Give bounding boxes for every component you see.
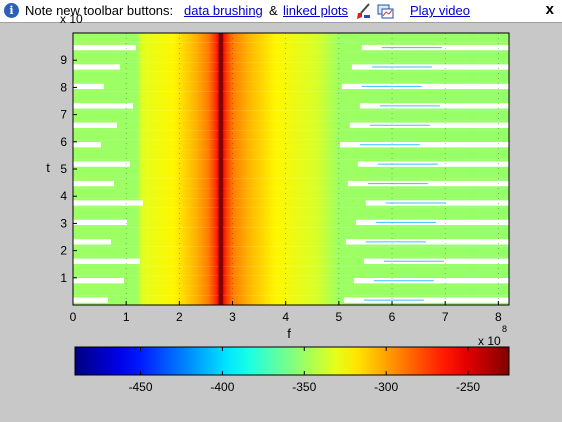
colorbar: -450 -400 -350 -300 -250: [74, 346, 510, 394]
info-bar: i Note new toolbar buttons: data brushin…: [0, 0, 562, 23]
heatmap-band: [73, 169, 509, 179]
band-gap-left: [73, 239, 111, 245]
heatmap-band: [73, 285, 509, 296]
band-gap-right: [345, 239, 509, 245]
ampersand: &: [269, 3, 278, 18]
band-gap-left: [73, 180, 114, 187]
band-gap-left: [73, 161, 130, 167]
x-multiplier-exponent: 8: [502, 324, 507, 334]
play-video-link[interactable]: Play video: [410, 3, 470, 18]
colorbar-gradient: [74, 346, 510, 376]
heatmap-band: [73, 275, 509, 286]
heatmap-band: [73, 178, 509, 189]
band-gap-left: [73, 103, 133, 109]
heatmap-band: [73, 62, 509, 72]
close-icon[interactable]: x: [545, 1, 554, 18]
linked-plots-icon[interactable]: [376, 2, 394, 20]
heatmap-band: [73, 237, 509, 247]
heatmap-band: [73, 188, 509, 199]
ridge-line: [218, 33, 223, 305]
band-gap-left: [73, 64, 120, 70]
info-icon: i: [4, 3, 19, 18]
heatmap-band: [73, 256, 509, 267]
brush-icon[interactable]: [354, 2, 372, 20]
x-tick-label: 2: [176, 310, 183, 324]
x-tick-label: 0: [70, 310, 77, 324]
y-tick-label: 9: [60, 53, 67, 67]
colorbar-tick-label: -350: [292, 380, 316, 394]
colorbar-tick-label: -450: [128, 380, 152, 394]
y-axis-ticks: 1 2 3 4 5 6 7 8 9: [60, 53, 77, 285]
band-gap-left: [73, 44, 136, 51]
heatmap-band: [73, 52, 509, 63]
heatmap-band: [73, 149, 509, 160]
band-gap-left: [73, 83, 104, 90]
linked-plots-link[interactable]: linked plots: [283, 3, 349, 18]
x-multiplier-label: x 10: [478, 334, 501, 348]
y-tick-label: 4: [60, 189, 67, 203]
heatmap-band: [73, 91, 509, 101]
colorbar-tick-label: -300: [374, 380, 398, 394]
band-gap-left: [73, 278, 124, 284]
x-tick-label: 8: [495, 310, 502, 324]
band-gap-left: [73, 258, 140, 264]
plot-area: [72, 32, 510, 306]
heatmap-band: [73, 246, 509, 257]
heatmap-band: [73, 120, 509, 131]
y-multiplier-label: x 10: [60, 12, 83, 26]
y-tick-label: 2: [60, 244, 67, 258]
x-tick-label: 1: [123, 310, 130, 324]
heatmap-band: [73, 217, 509, 228]
y-tick-label: 1: [60, 271, 67, 285]
heatmap-band: [73, 110, 509, 121]
band-gap-left: [73, 142, 101, 148]
heatmap-band: [73, 33, 509, 43]
x-axis-ticks: 0 1 2 3 4 5 6 7 8: [70, 301, 502, 324]
colorbar-ticks: -450 -400 -350 -300 -250: [128, 347, 480, 394]
y-tick-label: 7: [60, 108, 67, 122]
heatmap-band: [73, 266, 509, 276]
band-gap-left: [73, 297, 108, 303]
heatmap-band: [73, 101, 509, 111]
x-tick-label: 3: [229, 310, 236, 324]
y-tick-label: 8: [60, 80, 67, 94]
y-tick-label: 3: [60, 216, 67, 230]
x-tick-label: 4: [282, 310, 289, 324]
band-gap-right: [347, 180, 509, 187]
heatmap-band: [73, 42, 509, 53]
y-axis-label: t: [46, 160, 50, 175]
x-tick-label: 5: [336, 310, 343, 324]
heatmap-band: [73, 130, 509, 140]
band-gap-left: [73, 219, 127, 226]
colorbar-tick-label: -250: [456, 380, 480, 394]
colorbar-tick-label: -400: [210, 380, 234, 394]
y-tick-label: 5: [60, 162, 67, 176]
x-tick-label: 6: [389, 310, 396, 324]
heatmap-band: [73, 81, 509, 92]
heatmap-bands: [73, 33, 509, 305]
heatmap-band: [73, 71, 509, 82]
band-gap-left: [73, 200, 143, 206]
y-tick-label: 6: [60, 135, 67, 149]
band-gap-right: [339, 142, 509, 148]
x-tick-label: 7: [442, 310, 449, 324]
info-text: Note new toolbar buttons:: [25, 3, 174, 18]
band-gap-right: [343, 297, 509, 303]
heatmap-band: [73, 198, 509, 208]
data-brushing-link[interactable]: data brushing: [184, 3, 263, 18]
heatmap-band: [73, 139, 509, 150]
heatmap-band: [73, 207, 509, 218]
band-gap-right: [341, 83, 509, 90]
x-axis-label: f: [287, 326, 291, 341]
heatmap-band: [73, 295, 509, 305]
band-gap-left: [73, 122, 117, 128]
heatmap-band: [73, 227, 509, 237]
heatmap-band: [73, 159, 509, 169]
